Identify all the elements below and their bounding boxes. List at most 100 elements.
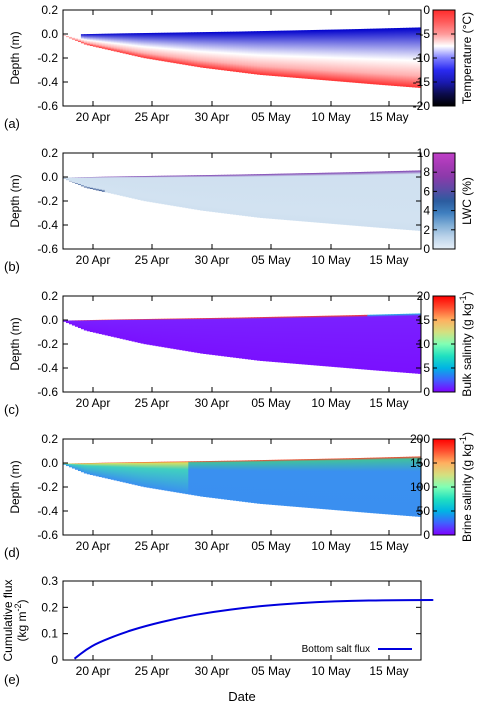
field-slice — [221, 317, 225, 357]
field-slice — [277, 30, 282, 77]
x-tick-label: 25 Apr — [135, 110, 170, 124]
field-slice — [379, 314, 383, 371]
field-slice — [188, 318, 192, 352]
field-slice — [200, 318, 204, 354]
field-slice — [370, 171, 374, 228]
field-slice — [322, 458, 327, 510]
field-slice — [316, 29, 321, 80]
field-slice — [346, 172, 350, 226]
field-slice — [152, 318, 156, 346]
field-slice — [239, 317, 243, 359]
field-slice — [200, 461, 204, 497]
field-slice — [274, 173, 279, 220]
field-slice — [334, 315, 338, 368]
field-slice — [176, 318, 180, 350]
field-slice — [280, 30, 285, 77]
field-slice — [95, 176, 100, 191]
field-slice — [346, 29, 350, 83]
field-slice — [274, 459, 279, 506]
field-slice — [337, 29, 341, 82]
field-slice — [265, 316, 270, 362]
field-slice — [215, 174, 219, 213]
field-slice — [295, 459, 300, 507]
field-slice — [227, 31, 231, 71]
y-tick-label: 0.0 — [41, 170, 58, 184]
field-slice — [292, 173, 297, 221]
field-slice — [152, 32, 156, 60]
field-slice — [233, 174, 237, 215]
field-slice — [233, 31, 237, 72]
field-slice — [391, 314, 395, 372]
field-slice — [376, 314, 380, 371]
field-slice — [364, 171, 368, 227]
field-slice — [391, 457, 395, 515]
y-axis-label: Depth (m) — [8, 31, 22, 84]
field-slice — [394, 457, 398, 516]
field-slice — [95, 319, 100, 334]
field-slice — [358, 171, 362, 227]
field-slice — [343, 315, 347, 368]
colorbar-label-sup: -1 — [458, 295, 468, 303]
field-slice — [364, 28, 368, 84]
field-slice — [173, 461, 177, 493]
field-slice — [68, 177, 73, 182]
field-slice — [227, 460, 231, 500]
field-slice — [274, 316, 279, 363]
field-slice — [185, 318, 189, 352]
field-slice — [188, 461, 192, 495]
x-tick-label: 10 May — [311, 253, 350, 267]
field-slice — [409, 170, 413, 231]
field-slice — [203, 461, 207, 497]
field-slice — [80, 34, 85, 44]
field-slice — [331, 458, 335, 510]
field-slice — [367, 457, 371, 513]
field-slice — [155, 32, 159, 61]
panel-label: (c) — [4, 402, 19, 417]
field-slice — [209, 461, 213, 498]
field-slice — [107, 319, 112, 337]
field-slice — [400, 456, 404, 516]
field-slice — [412, 27, 416, 88]
colorbar — [432, 152, 456, 250]
field-slice — [277, 316, 282, 363]
field-slice — [328, 172, 332, 224]
field-slice — [63, 177, 67, 179]
colorbar-tick-label: 15 — [417, 313, 431, 327]
colorbar-tick-label: -20 — [413, 99, 431, 113]
x-tick-label: 05 May — [251, 110, 290, 124]
field-slice — [107, 462, 112, 480]
field-slice — [242, 174, 246, 216]
field-slice — [256, 460, 261, 504]
colorbar-tick-label: 0 — [423, 3, 430, 17]
field-slice — [292, 459, 297, 507]
field-slice — [349, 29, 353, 83]
colorbar-tick-label: 6 — [423, 184, 430, 198]
field-slice — [337, 315, 341, 368]
field-slice — [224, 31, 228, 71]
field-slice — [244, 317, 249, 360]
field-slice — [143, 176, 148, 202]
field-slice — [313, 29, 318, 80]
field-slice — [110, 462, 115, 480]
field-slice — [343, 172, 347, 225]
field-slice — [146, 32, 151, 59]
field-slice — [373, 457, 377, 514]
field-slice — [161, 32, 165, 62]
field-slice — [89, 463, 94, 475]
field-slice — [328, 29, 332, 81]
field-slice — [83, 320, 88, 331]
field-slice — [113, 176, 118, 195]
field-slice — [185, 175, 189, 209]
field-slice — [119, 33, 124, 53]
colorbar-tick-label: 50 — [417, 504, 431, 518]
field-slice — [149, 175, 153, 203]
x-tick-label: 15 May — [369, 110, 408, 124]
field-slice — [304, 316, 309, 365]
field-slice — [307, 459, 312, 508]
field-slice — [101, 462, 106, 478]
field-slice — [259, 174, 264, 218]
field-slice — [242, 460, 246, 502]
field-slice — [197, 461, 201, 497]
field-slice — [382, 28, 386, 86]
colorbar-label: Temperature (°C) — [460, 12, 474, 104]
